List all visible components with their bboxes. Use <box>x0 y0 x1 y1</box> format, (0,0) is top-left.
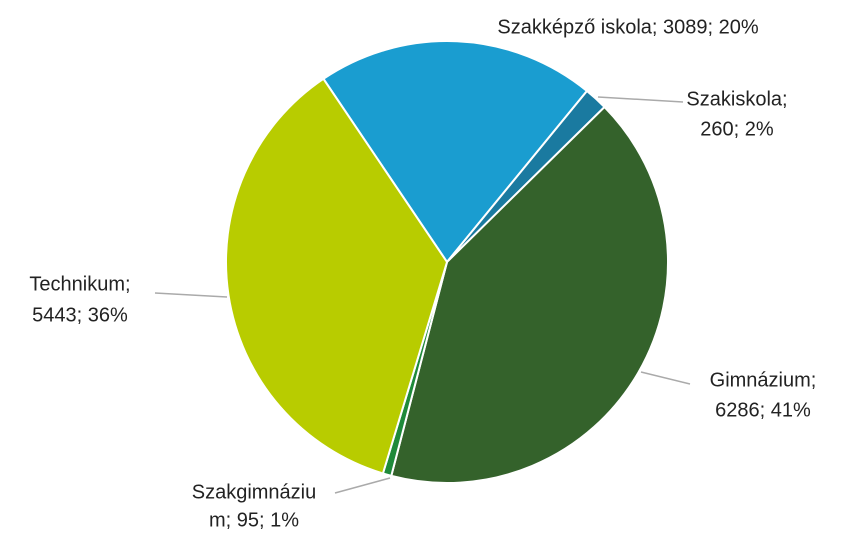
data-label: 6286; 41% <box>715 399 811 421</box>
pie-slice <box>225 77 449 475</box>
leader-line <box>334 477 391 494</box>
data-label: Szakgimnáziu <box>192 481 317 503</box>
data-label: 5443; 36% <box>32 304 128 326</box>
data-label: Technikum; <box>29 273 130 295</box>
pie-slice <box>390 105 669 484</box>
leader-line <box>597 96 684 103</box>
data-label: 260; 2% <box>700 118 774 140</box>
data-label: Szakképző iskola; 3089; 20% <box>497 16 758 38</box>
data-label: Szakiskola; <box>686 88 787 110</box>
pie-slice <box>322 40 589 264</box>
leader-line <box>640 371 691 385</box>
leader-line <box>154 292 228 298</box>
data-label: Gimnázium; <box>710 369 817 391</box>
data-label: m; 95; 1% <box>209 509 299 531</box>
